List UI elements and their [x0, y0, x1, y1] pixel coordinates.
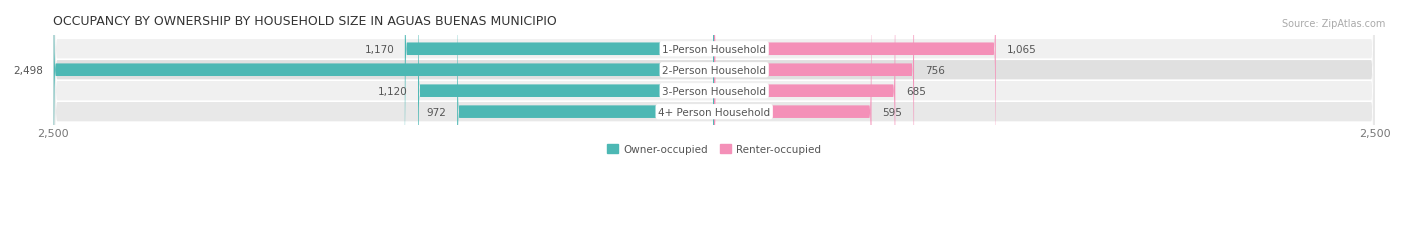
Text: 1,170: 1,170 [364, 45, 394, 55]
FancyBboxPatch shape [714, 0, 914, 231]
Text: 1,120: 1,120 [378, 86, 408, 96]
Text: 2-Person Household: 2-Person Household [662, 65, 766, 75]
FancyBboxPatch shape [53, 0, 1375, 231]
FancyBboxPatch shape [457, 0, 714, 231]
FancyBboxPatch shape [714, 0, 896, 231]
FancyBboxPatch shape [53, 0, 714, 231]
Text: 1-Person Household: 1-Person Household [662, 45, 766, 55]
Legend: Owner-occupied, Renter-occupied: Owner-occupied, Renter-occupied [603, 140, 825, 158]
Text: 972: 972 [426, 107, 447, 117]
FancyBboxPatch shape [714, 0, 872, 231]
Text: 685: 685 [905, 86, 925, 96]
Text: 1,065: 1,065 [1007, 45, 1036, 55]
FancyBboxPatch shape [418, 0, 714, 231]
Text: 2,498: 2,498 [13, 65, 44, 75]
FancyBboxPatch shape [53, 0, 1375, 231]
FancyBboxPatch shape [405, 0, 714, 210]
Text: OCCUPANCY BY OWNERSHIP BY HOUSEHOLD SIZE IN AGUAS BUENAS MUNICIPIO: OCCUPANCY BY OWNERSHIP BY HOUSEHOLD SIZE… [53, 15, 557, 28]
FancyBboxPatch shape [53, 0, 1375, 231]
Text: 756: 756 [925, 65, 945, 75]
Text: Source: ZipAtlas.com: Source: ZipAtlas.com [1281, 18, 1385, 28]
Text: 595: 595 [882, 107, 901, 117]
FancyBboxPatch shape [714, 0, 995, 210]
Text: 3-Person Household: 3-Person Household [662, 86, 766, 96]
Text: 4+ Person Household: 4+ Person Household [658, 107, 770, 117]
FancyBboxPatch shape [53, 0, 1375, 231]
